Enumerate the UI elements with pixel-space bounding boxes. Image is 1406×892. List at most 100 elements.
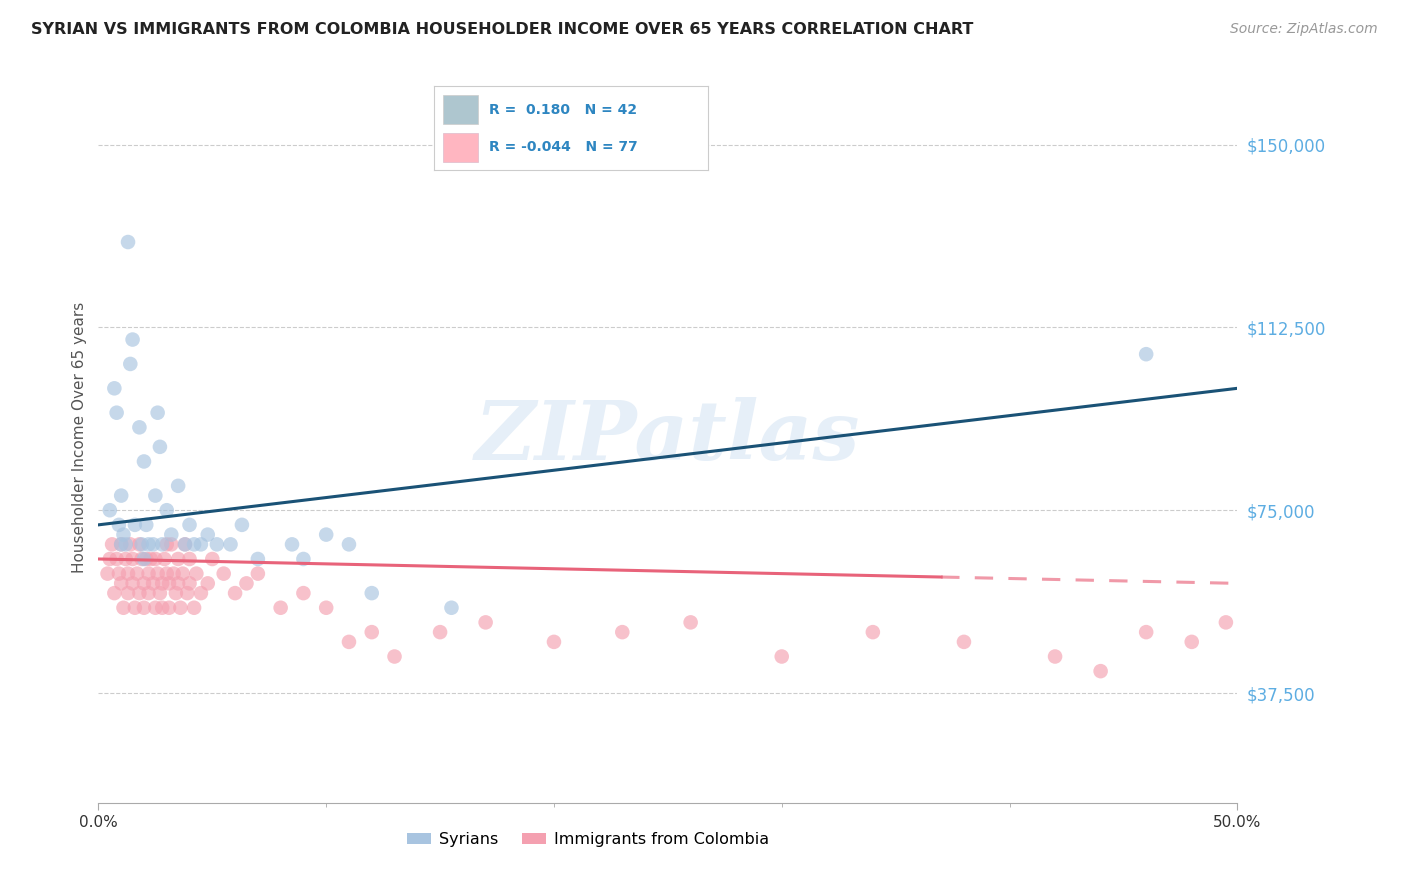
Point	[114, 552, 136, 566]
Point	[117, 586, 139, 600]
Point	[281, 537, 304, 551]
Point	[384, 649, 406, 664]
Point	[105, 552, 128, 566]
Point	[165, 586, 187, 600]
Point	[124, 600, 146, 615]
Point	[197, 527, 219, 541]
Point	[953, 635, 976, 649]
Point	[157, 576, 180, 591]
Point	[150, 537, 173, 551]
Point	[179, 552, 201, 566]
Point	[101, 537, 124, 551]
Point	[131, 537, 153, 551]
Point	[270, 600, 292, 615]
Point	[231, 517, 253, 532]
Point	[153, 552, 176, 566]
Point	[127, 566, 149, 581]
Point	[142, 576, 165, 591]
Point	[96, 566, 118, 581]
Point	[145, 489, 167, 503]
Text: SYRIAN VS IMMIGRANTS FROM COLOMBIA HOUSEHOLDER INCOME OVER 65 YEARS CORRELATION : SYRIAN VS IMMIGRANTS FROM COLOMBIA HOUSE…	[31, 22, 973, 37]
Point	[146, 406, 169, 420]
Point	[138, 566, 160, 581]
Legend: Syrians, Immigrants from Colombia: Syrians, Immigrants from Colombia	[401, 826, 776, 854]
Point	[176, 586, 198, 600]
Point	[149, 586, 172, 600]
Point	[360, 625, 382, 640]
Point	[121, 552, 143, 566]
Point	[131, 552, 153, 566]
Point	[167, 576, 190, 591]
Point	[124, 517, 146, 532]
Point	[146, 566, 169, 581]
Point	[205, 537, 228, 551]
Point	[135, 552, 157, 566]
Point	[1090, 664, 1112, 678]
Point	[770, 649, 793, 664]
Point	[120, 357, 142, 371]
Point	[138, 537, 160, 551]
Point	[179, 517, 201, 532]
Point	[174, 537, 197, 551]
Point	[112, 600, 135, 615]
Point	[219, 537, 242, 551]
Point	[183, 537, 205, 551]
Point	[103, 586, 125, 600]
Point	[98, 503, 121, 517]
Point	[172, 566, 194, 581]
Point	[145, 600, 167, 615]
Point	[108, 566, 131, 581]
Point	[142, 537, 165, 551]
Text: Source: ZipAtlas.com: Source: ZipAtlas.com	[1230, 22, 1378, 37]
Point	[108, 517, 131, 532]
Point	[110, 576, 132, 591]
Point	[105, 406, 128, 420]
Point	[315, 527, 337, 541]
Point	[197, 576, 219, 591]
Point	[1135, 625, 1157, 640]
Point	[292, 586, 315, 600]
Point	[190, 537, 212, 551]
Point	[156, 503, 179, 517]
Point	[112, 527, 135, 541]
Point	[246, 566, 269, 581]
Point	[212, 566, 235, 581]
Point	[167, 479, 190, 493]
Point	[612, 625, 634, 640]
Point	[337, 537, 360, 551]
Point	[162, 566, 184, 581]
Point	[169, 600, 191, 615]
Point	[429, 625, 451, 640]
Point	[543, 635, 565, 649]
Point	[1215, 615, 1237, 630]
Point	[139, 552, 162, 566]
Point	[110, 537, 132, 551]
Point	[1135, 347, 1157, 361]
Point	[292, 552, 315, 566]
Point	[160, 537, 183, 551]
Point	[201, 552, 224, 566]
Point	[167, 552, 190, 566]
Point	[150, 600, 173, 615]
Point	[110, 489, 132, 503]
Point	[132, 454, 155, 468]
Point	[160, 527, 183, 541]
Point	[183, 600, 205, 615]
Point	[157, 600, 180, 615]
Point	[1043, 649, 1066, 664]
Point	[117, 566, 139, 581]
Point	[128, 537, 150, 551]
Point	[128, 586, 150, 600]
Point	[103, 381, 125, 395]
Point	[128, 420, 150, 434]
Point	[174, 537, 197, 551]
Point	[235, 576, 257, 591]
Point	[862, 625, 884, 640]
Point	[138, 586, 160, 600]
Point	[156, 566, 179, 581]
Point	[121, 333, 143, 347]
Point	[132, 576, 155, 591]
Point	[246, 552, 269, 566]
Point	[135, 517, 157, 532]
Point	[132, 600, 155, 615]
